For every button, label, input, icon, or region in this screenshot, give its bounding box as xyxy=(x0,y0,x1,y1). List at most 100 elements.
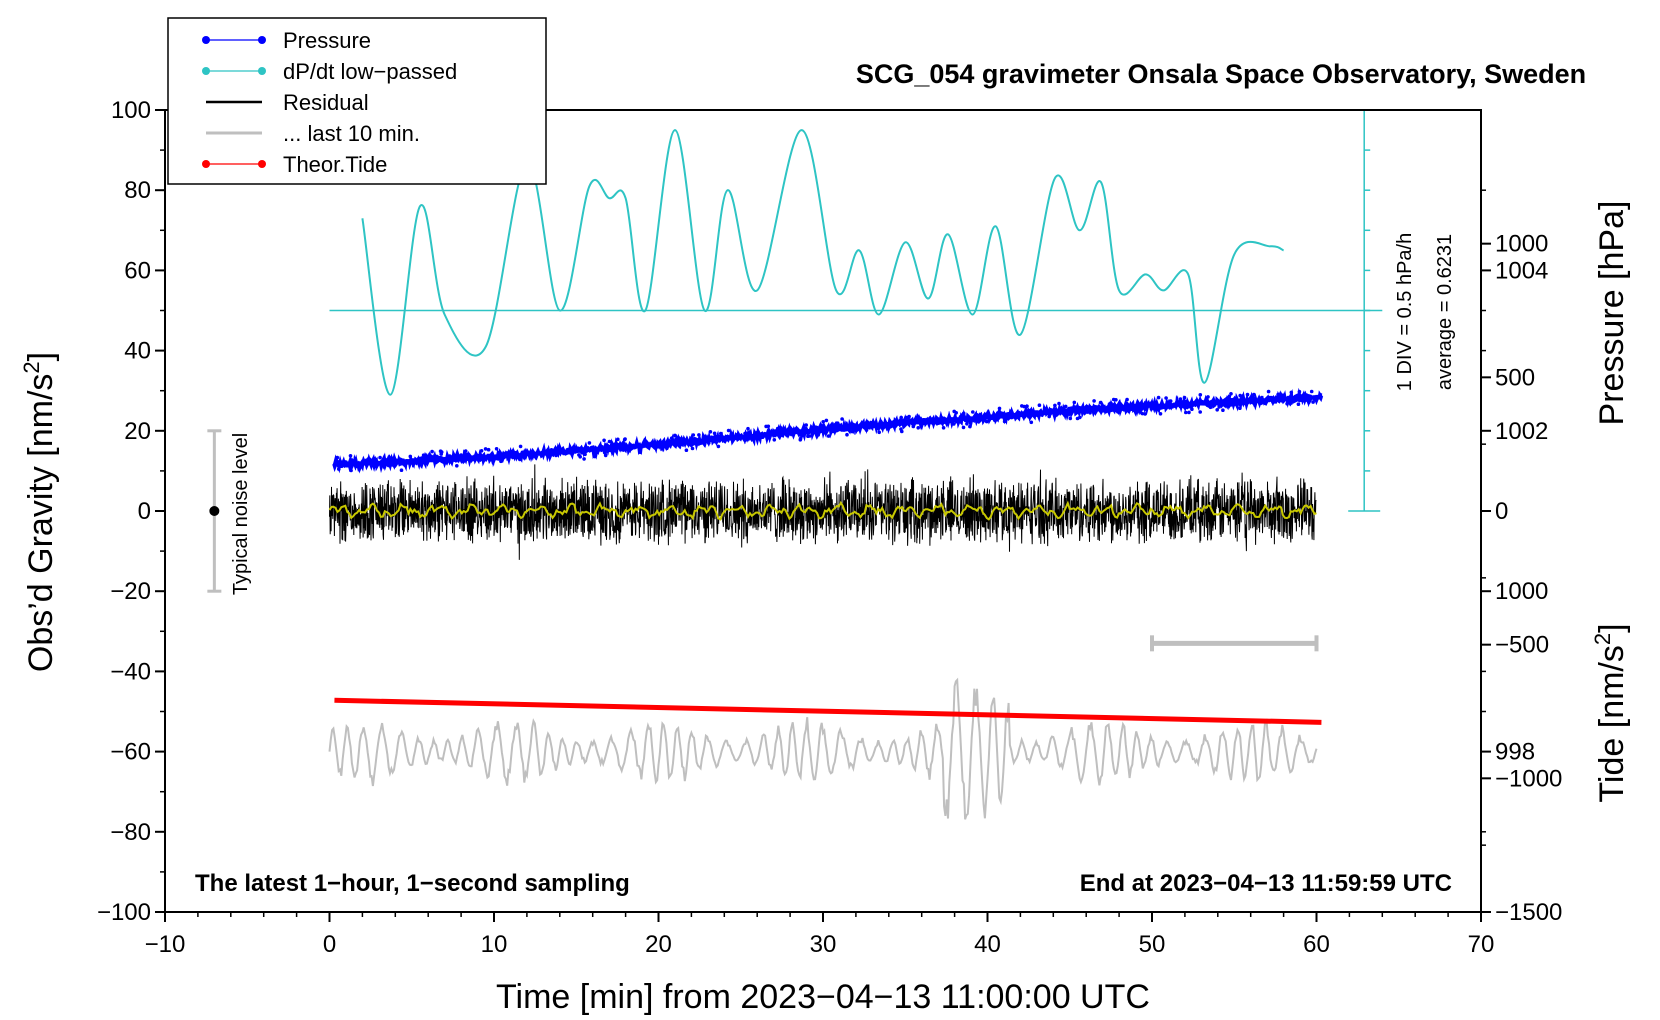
tide-axis-title: Tide [nm/s2] xyxy=(1590,623,1631,802)
pressure-point xyxy=(421,459,425,464)
tide-axis-title-superscript: 2 xyxy=(1590,633,1615,645)
pressure-point xyxy=(581,449,585,454)
pressure-point xyxy=(489,457,493,461)
tide-tick-label: 500 xyxy=(1495,364,1535,391)
pressure-point xyxy=(430,449,434,454)
pressure-point xyxy=(864,428,869,432)
pressure-point xyxy=(684,448,689,453)
pressure-point xyxy=(708,430,713,434)
pressure-point xyxy=(1098,400,1103,405)
pressure-point xyxy=(1164,396,1168,400)
pressure-point xyxy=(993,418,997,423)
theor-tide-line xyxy=(334,697,1322,725)
pressure-point xyxy=(813,425,818,430)
pressure-point xyxy=(1168,399,1173,403)
pressure-point xyxy=(494,447,499,451)
pressure-point xyxy=(1217,403,1221,408)
plot-layer xyxy=(207,109,1383,820)
pressure-point xyxy=(1088,411,1092,415)
pressure-point xyxy=(850,429,854,434)
pressure-point xyxy=(386,463,391,468)
pressure-point xyxy=(947,417,951,422)
pressure-point xyxy=(465,457,469,462)
legend-label: Theor.Tide xyxy=(283,152,387,177)
pressure-point xyxy=(1125,397,1129,402)
tide-tick-label: −1000 xyxy=(1495,765,1562,792)
pressure-point xyxy=(669,436,674,441)
y-tick-label: −100 xyxy=(97,899,151,926)
pressure-point xyxy=(1198,410,1202,414)
y-axis-title-left: Obs’d Gravity [nm/s2] xyxy=(19,352,60,672)
y-tick-label: −40 xyxy=(110,658,151,685)
pressure-point xyxy=(1206,395,1210,399)
pressure-point xyxy=(762,431,767,436)
pressure-point xyxy=(899,427,903,431)
legend-marker xyxy=(258,160,266,168)
pressure-point xyxy=(1252,392,1256,397)
pressure-point xyxy=(1177,400,1181,404)
pressure-point xyxy=(845,432,849,437)
pressure-point xyxy=(1072,400,1077,405)
pressure-point xyxy=(821,420,825,424)
pressure-point xyxy=(1025,404,1029,409)
pressure-trace xyxy=(332,387,1324,474)
pressure-point xyxy=(726,428,731,433)
y-axis-title-left-end: ] xyxy=(22,352,60,361)
legend-label: ... last 10 min. xyxy=(283,121,420,146)
noise-level-bar xyxy=(207,429,222,593)
pressure-point xyxy=(499,459,503,464)
legend-marker xyxy=(202,67,210,75)
pressure-point xyxy=(1206,400,1210,405)
pressure-point xyxy=(1314,395,1319,399)
pressure-point xyxy=(421,453,426,458)
pressure-point xyxy=(383,457,388,462)
pressure-point xyxy=(1009,415,1014,420)
pressure-point xyxy=(578,455,582,459)
pressure-point xyxy=(1199,399,1203,403)
pressure-point xyxy=(520,450,525,455)
pressure-point xyxy=(1063,404,1068,409)
pressure-point xyxy=(461,457,465,462)
pressure-point xyxy=(1178,404,1183,409)
pressure-point xyxy=(772,429,776,433)
pressure-point xyxy=(349,468,353,473)
pressure-point xyxy=(638,450,642,455)
pressure-point xyxy=(1232,402,1236,407)
pressure-point xyxy=(860,424,864,429)
pressure-point xyxy=(1068,416,1073,421)
pressure-point xyxy=(798,433,803,437)
x-tick-label: 20 xyxy=(645,931,672,958)
pressure-point xyxy=(968,424,972,429)
y-axis-title-left-main: Obs’d Gravity [nm/s xyxy=(22,374,60,673)
y-tick-label: 100 xyxy=(111,97,151,124)
pressure-point xyxy=(1143,412,1147,416)
pressure-point xyxy=(1133,408,1138,413)
pressure-tick-label: 1004 xyxy=(1495,257,1548,284)
residual-series xyxy=(328,464,1317,560)
pressure-point xyxy=(593,454,597,459)
pressure-point xyxy=(904,415,909,420)
pressure-point xyxy=(772,438,777,442)
pressure-point xyxy=(737,434,742,438)
noise-level-label: Typical noise level xyxy=(230,433,252,595)
pressure-point xyxy=(834,426,838,431)
pressure-point xyxy=(1029,420,1034,425)
pressure-point xyxy=(1072,407,1076,412)
pressure-point xyxy=(877,430,881,435)
tide-tick-label: 1000 xyxy=(1495,231,1548,258)
pressure-point xyxy=(743,431,747,436)
pressure-point xyxy=(982,413,987,418)
legend-marker xyxy=(258,36,266,44)
div-scale-label: 1 DIV = 0.5 hPa/h xyxy=(1394,233,1416,391)
pressure-point xyxy=(1074,405,1079,409)
axis-layer: −10 0 10 20 30 40 50 60 70100806040200−20−40−60−… xyxy=(97,97,1562,958)
last-10-min-line xyxy=(328,677,1318,820)
pressure-point xyxy=(518,444,523,449)
pressure-point xyxy=(845,427,849,432)
pressure-point xyxy=(691,433,696,437)
pressure-point xyxy=(438,456,442,461)
legend-item: Theor.Tide xyxy=(202,152,387,177)
chart-title: SCG_054 gravimeter Onsala Space Observat… xyxy=(856,59,1586,89)
y-tick-label: 40 xyxy=(124,338,151,365)
pressure-point xyxy=(1108,404,1112,409)
